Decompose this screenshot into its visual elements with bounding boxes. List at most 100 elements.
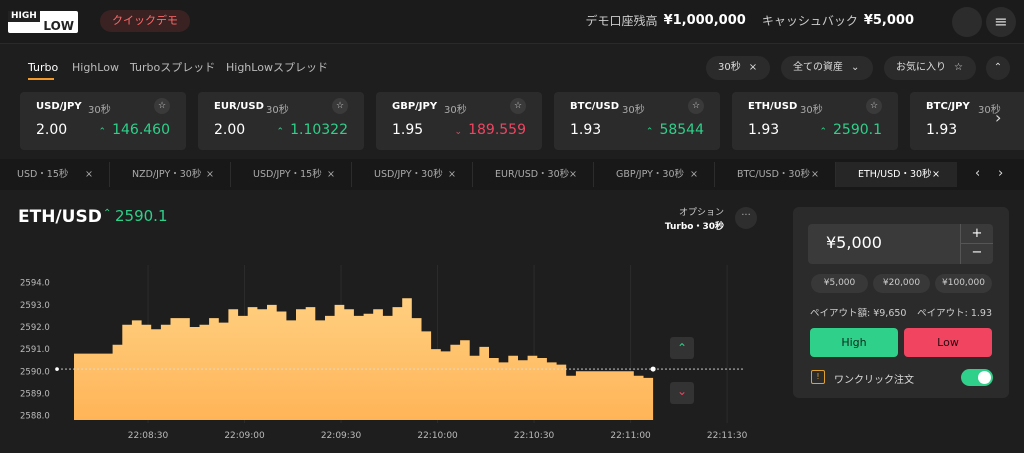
- favorites-filter[interactable]: お気に入り ☆: [884, 56, 976, 80]
- option-tab[interactable]: USD/JPY・30秒 ×: [352, 162, 473, 187]
- option-label: オプション: [678, 208, 724, 218]
- amount-value: ¥5,000: [826, 233, 882, 252]
- card-rate: ⌃ 2590.1: [819, 122, 882, 138]
- card-payout: 1.93: [570, 122, 602, 138]
- asset-filter[interactable]: 全ての資産 ⌄: [781, 56, 873, 80]
- option-tab-close[interactable]: ×: [690, 169, 698, 180]
- card-duration: 30秒: [800, 105, 823, 116]
- option-tab-label: GBP/JPY・30秒: [616, 169, 685, 180]
- option-tab-close[interactable]: ×: [569, 169, 577, 180]
- asset-filter-icon: ⌄: [851, 62, 860, 73]
- asset-card[interactable]: USD/JPY 30秒 ☆ 2.00 ⌃ 146.460: [20, 92, 186, 150]
- card-payout: 2.00: [36, 122, 68, 138]
- x-tick-label: 22:09:30: [321, 431, 362, 441]
- price-area: [74, 298, 654, 420]
- product-tab[interactable]: HighLow: [72, 61, 119, 74]
- decrement-button[interactable]: −: [960, 244, 993, 264]
- down-button[interactable]: ⌄: [670, 382, 694, 404]
- option-tab-close[interactable]: ×: [85, 169, 93, 180]
- card-duration: 30秒: [88, 105, 111, 116]
- y-tick-label: 2588.0: [20, 412, 50, 422]
- balance-group: デモ口座残高 ¥1,000,000 キャッシュバック ¥5,000: [586, 12, 924, 30]
- duration-filter[interactable]: 30秒 ×: [706, 56, 770, 80]
- option-tab-close[interactable]: ×: [206, 169, 214, 180]
- card-rate-value: 58544: [659, 122, 704, 138]
- cashback: ¥5,000: [863, 13, 914, 28]
- card-rate: ⌃ 58544: [646, 122, 704, 138]
- option-tab-close[interactable]: ×: [448, 169, 456, 180]
- payout-amount: ペイアウト額: ¥9,650: [810, 308, 907, 319]
- option-tab-close[interactable]: ×: [811, 169, 819, 180]
- option-tab[interactable]: ETH/USD・30秒 ×: [836, 162, 957, 187]
- option-tab[interactable]: EUR/USD・30秒 ×: [473, 162, 594, 187]
- card-payout: 1.93: [748, 122, 780, 138]
- card-star[interactable]: ☆: [688, 98, 704, 114]
- one-click-toggle[interactable]: [961, 369, 993, 386]
- cards-next[interactable]: ›: [995, 108, 1002, 127]
- location-button[interactable]: [952, 7, 982, 37]
- options-button[interactable]: ···: [735, 207, 757, 229]
- option-tab-close[interactable]: ×: [327, 169, 335, 180]
- increment-button[interactable]: +: [960, 224, 993, 244]
- price-arrow: ⌃: [103, 208, 112, 219]
- card-star[interactable]: ☆: [866, 98, 882, 114]
- demo-button[interactable]: クイックデモ: [100, 10, 190, 32]
- price-chart: 22:08:30 22:09:00 22:09:30 22:10:00 22:10:30…: [20, 265, 748, 441]
- x-tick-label: 22:08:30: [128, 431, 169, 441]
- card-rate-value: 2590.1: [833, 122, 882, 138]
- card-star[interactable]: ☆: [332, 98, 348, 114]
- asset-card[interactable]: GBP/JPY 30秒 ☆ 1.95 ⌄ 189.559: [376, 92, 542, 150]
- card-duration: 30秒: [444, 105, 467, 116]
- current-price: 2590.1: [115, 207, 168, 225]
- end-dot: [650, 366, 656, 372]
- trend-arrow: ⌃: [98, 127, 107, 137]
- card-duration: 30秒: [266, 105, 289, 116]
- favorites-filter-label: お気に入り: [896, 62, 946, 73]
- x-tick-label: 22:09:00: [224, 431, 265, 441]
- tabs-next[interactable]: ›: [998, 166, 1004, 181]
- preset-button[interactable]: ¥5,000: [811, 274, 868, 293]
- collapse-button[interactable]: ⌃: [986, 56, 1010, 80]
- card-star[interactable]: ☆: [154, 98, 170, 114]
- option-tab-label: ETH/USD・30秒: [858, 169, 932, 180]
- low-button[interactable]: Low: [904, 328, 992, 357]
- option-tab-label: USD/JPY・30秒: [374, 169, 443, 180]
- option-value: Turbo・30秒: [664, 222, 724, 232]
- tabs-prev[interactable]: ‹: [975, 166, 981, 181]
- card-name: USD/JPY: [36, 101, 82, 112]
- menu-button[interactable]: ≡: [986, 7, 1016, 37]
- preset-button[interactable]: ¥20,000: [873, 274, 930, 293]
- option-tab[interactable]: BTC/USD・30秒 ×: [715, 162, 836, 187]
- y-tick-label: 2589.0: [20, 389, 50, 399]
- y-tick-label: 2590.0: [20, 367, 50, 377]
- asset-card[interactable]: BTC/USD 30秒 ☆ 1.93 ⌃ 58544: [554, 92, 720, 150]
- duration-filter-label: 30秒: [718, 62, 741, 73]
- duration-filter-icon: ×: [748, 62, 758, 73]
- product-tab[interactable]: Turbo: [28, 61, 59, 74]
- option-tab[interactable]: USD・15秒 ×: [0, 162, 110, 187]
- option-tab-close[interactable]: ×: [932, 169, 940, 180]
- one-click-label: ワンクリック注文: [834, 375, 914, 386]
- card-name: BTC/USD: [570, 101, 620, 112]
- y-tick-label: 2592.0: [20, 323, 50, 333]
- card-name: BTC/JPY: [926, 101, 970, 112]
- asset-card[interactable]: EUR/USD 30秒 ☆ 2.00 ⌃ 1.10322: [198, 92, 364, 150]
- option-tab-label: USD・15秒: [17, 169, 69, 180]
- card-payout: 1.93: [926, 122, 958, 138]
- toggle-knob: [978, 371, 991, 384]
- logo-top: HIGH: [8, 11, 40, 22]
- option-tab[interactable]: USD/JPY・15秒 ×: [231, 162, 352, 187]
- product-tab[interactable]: Turboスプレッド: [130, 61, 216, 74]
- x-tick-label: 22:10:30: [514, 431, 555, 441]
- asset-card[interactable]: ETH/USD 30秒 ☆ 1.93 ⌃ 2590.1: [732, 92, 898, 150]
- option-tab[interactable]: GBP/JPY・30秒 ×: [594, 162, 715, 187]
- card-star[interactable]: ☆: [510, 98, 526, 114]
- amount-input[interactable]: ¥5,000 + −: [808, 224, 993, 264]
- up-button[interactable]: ⌃: [670, 337, 694, 359]
- product-tab[interactable]: HighLowスプレッド: [226, 61, 328, 74]
- balance-label: デモ口座残高: [585, 14, 658, 28]
- option-tab[interactable]: NZD/JPY・30秒 ×: [110, 162, 231, 187]
- preset-button[interactable]: ¥100,000: [935, 274, 992, 293]
- high-button[interactable]: High: [810, 328, 898, 357]
